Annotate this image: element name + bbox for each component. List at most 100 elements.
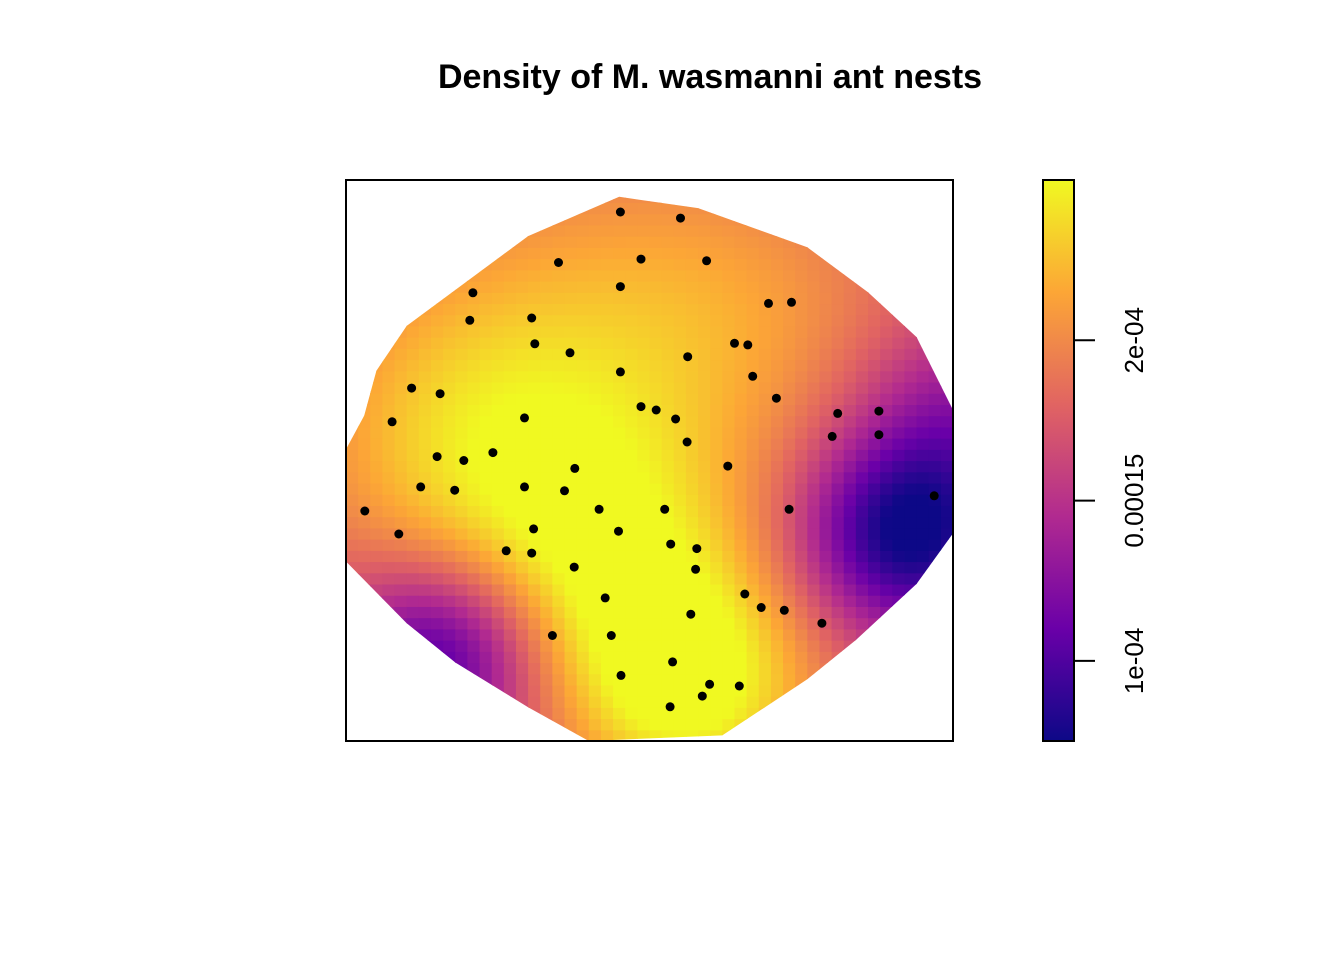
density-cell xyxy=(479,684,493,697)
density-cell xyxy=(491,494,505,506)
density-cell xyxy=(940,460,953,473)
density-cell xyxy=(600,196,614,204)
density-cell xyxy=(758,449,772,462)
density-cell xyxy=(795,583,808,596)
density-cell xyxy=(649,236,663,248)
density-cell xyxy=(698,628,711,641)
density-cell xyxy=(588,640,602,652)
density-cell xyxy=(370,617,384,630)
density-cell xyxy=(855,224,869,237)
density-cell xyxy=(758,527,772,540)
density-cell xyxy=(855,561,869,574)
density-cell xyxy=(673,628,687,641)
density-cell xyxy=(600,460,614,473)
density-cell xyxy=(455,516,468,529)
density-cell xyxy=(479,696,493,708)
density-cell xyxy=(540,527,553,540)
density-cell xyxy=(613,684,626,697)
density-cell xyxy=(722,471,736,484)
density-cell xyxy=(600,606,614,619)
density-cell xyxy=(831,628,845,641)
density-cell xyxy=(394,280,408,293)
density-cell xyxy=(880,359,893,372)
density-cell xyxy=(685,640,699,652)
density-cell xyxy=(734,415,748,428)
density-cell xyxy=(722,381,736,394)
density-cell xyxy=(649,415,663,428)
density-cell xyxy=(892,617,906,630)
density-cell xyxy=(552,393,566,405)
density-cell xyxy=(795,325,808,338)
density-cell xyxy=(540,583,553,596)
density-cell xyxy=(734,314,748,327)
density-cell xyxy=(358,696,371,708)
density-cell xyxy=(940,628,953,641)
density-cell xyxy=(746,707,760,720)
density-cell xyxy=(588,280,602,293)
density-cell xyxy=(855,202,869,215)
density-cell xyxy=(722,516,736,529)
density-cell xyxy=(491,337,505,349)
density-cell xyxy=(855,482,869,495)
density-cell xyxy=(855,404,869,417)
density-cell xyxy=(904,348,918,361)
density-cell xyxy=(503,550,517,563)
density-cell xyxy=(661,494,675,506)
density-cell xyxy=(710,280,723,293)
density-cell xyxy=(515,662,529,675)
density-cell xyxy=(710,539,723,551)
density-cell xyxy=(868,628,881,641)
density-cell xyxy=(698,180,711,192)
density-cell xyxy=(479,516,493,529)
density-cell xyxy=(795,494,808,506)
density-cell xyxy=(613,471,626,484)
density-cell xyxy=(843,381,857,394)
density-cell xyxy=(807,258,821,271)
nest-point xyxy=(702,256,712,266)
density-cell xyxy=(843,651,857,664)
density-cell xyxy=(515,617,529,630)
density-cell xyxy=(418,359,432,372)
density-cell xyxy=(600,303,614,316)
density-cell xyxy=(770,449,784,462)
nest-point xyxy=(520,482,529,492)
density-cell xyxy=(855,494,869,506)
density-cell xyxy=(940,381,953,394)
density-cell xyxy=(758,673,772,686)
density-cell xyxy=(928,280,942,293)
density-cell xyxy=(940,572,953,585)
density-cell xyxy=(916,337,930,349)
density-cell xyxy=(430,370,444,383)
density-cell xyxy=(588,449,602,462)
density-cell xyxy=(430,595,444,607)
density-cell xyxy=(783,292,796,305)
density-cell xyxy=(600,325,614,338)
density-cell xyxy=(346,505,359,518)
density-cell xyxy=(649,539,663,551)
density-cell xyxy=(443,684,456,697)
density-cell xyxy=(418,696,432,708)
density-cell xyxy=(892,280,906,293)
density-cell xyxy=(868,539,881,551)
density-cell xyxy=(783,269,796,282)
density-cell xyxy=(564,303,578,316)
density-cell xyxy=(491,236,505,248)
density-cell xyxy=(503,370,517,383)
density-cell xyxy=(588,337,602,349)
density-cell xyxy=(649,696,663,708)
nest-point xyxy=(771,393,781,403)
density-cell xyxy=(892,236,906,248)
density-cell xyxy=(831,258,845,271)
density-cell xyxy=(685,381,699,394)
density-cell xyxy=(600,550,614,563)
density-cell xyxy=(576,258,590,271)
density-cell xyxy=(904,718,918,731)
density-cell xyxy=(734,393,748,405)
density-cell xyxy=(940,651,953,664)
density-cell xyxy=(467,673,481,686)
density-cell xyxy=(843,292,857,305)
density-cell xyxy=(892,482,906,495)
density-cell xyxy=(868,561,881,574)
density-cell xyxy=(515,628,529,641)
density-cell xyxy=(685,539,699,551)
